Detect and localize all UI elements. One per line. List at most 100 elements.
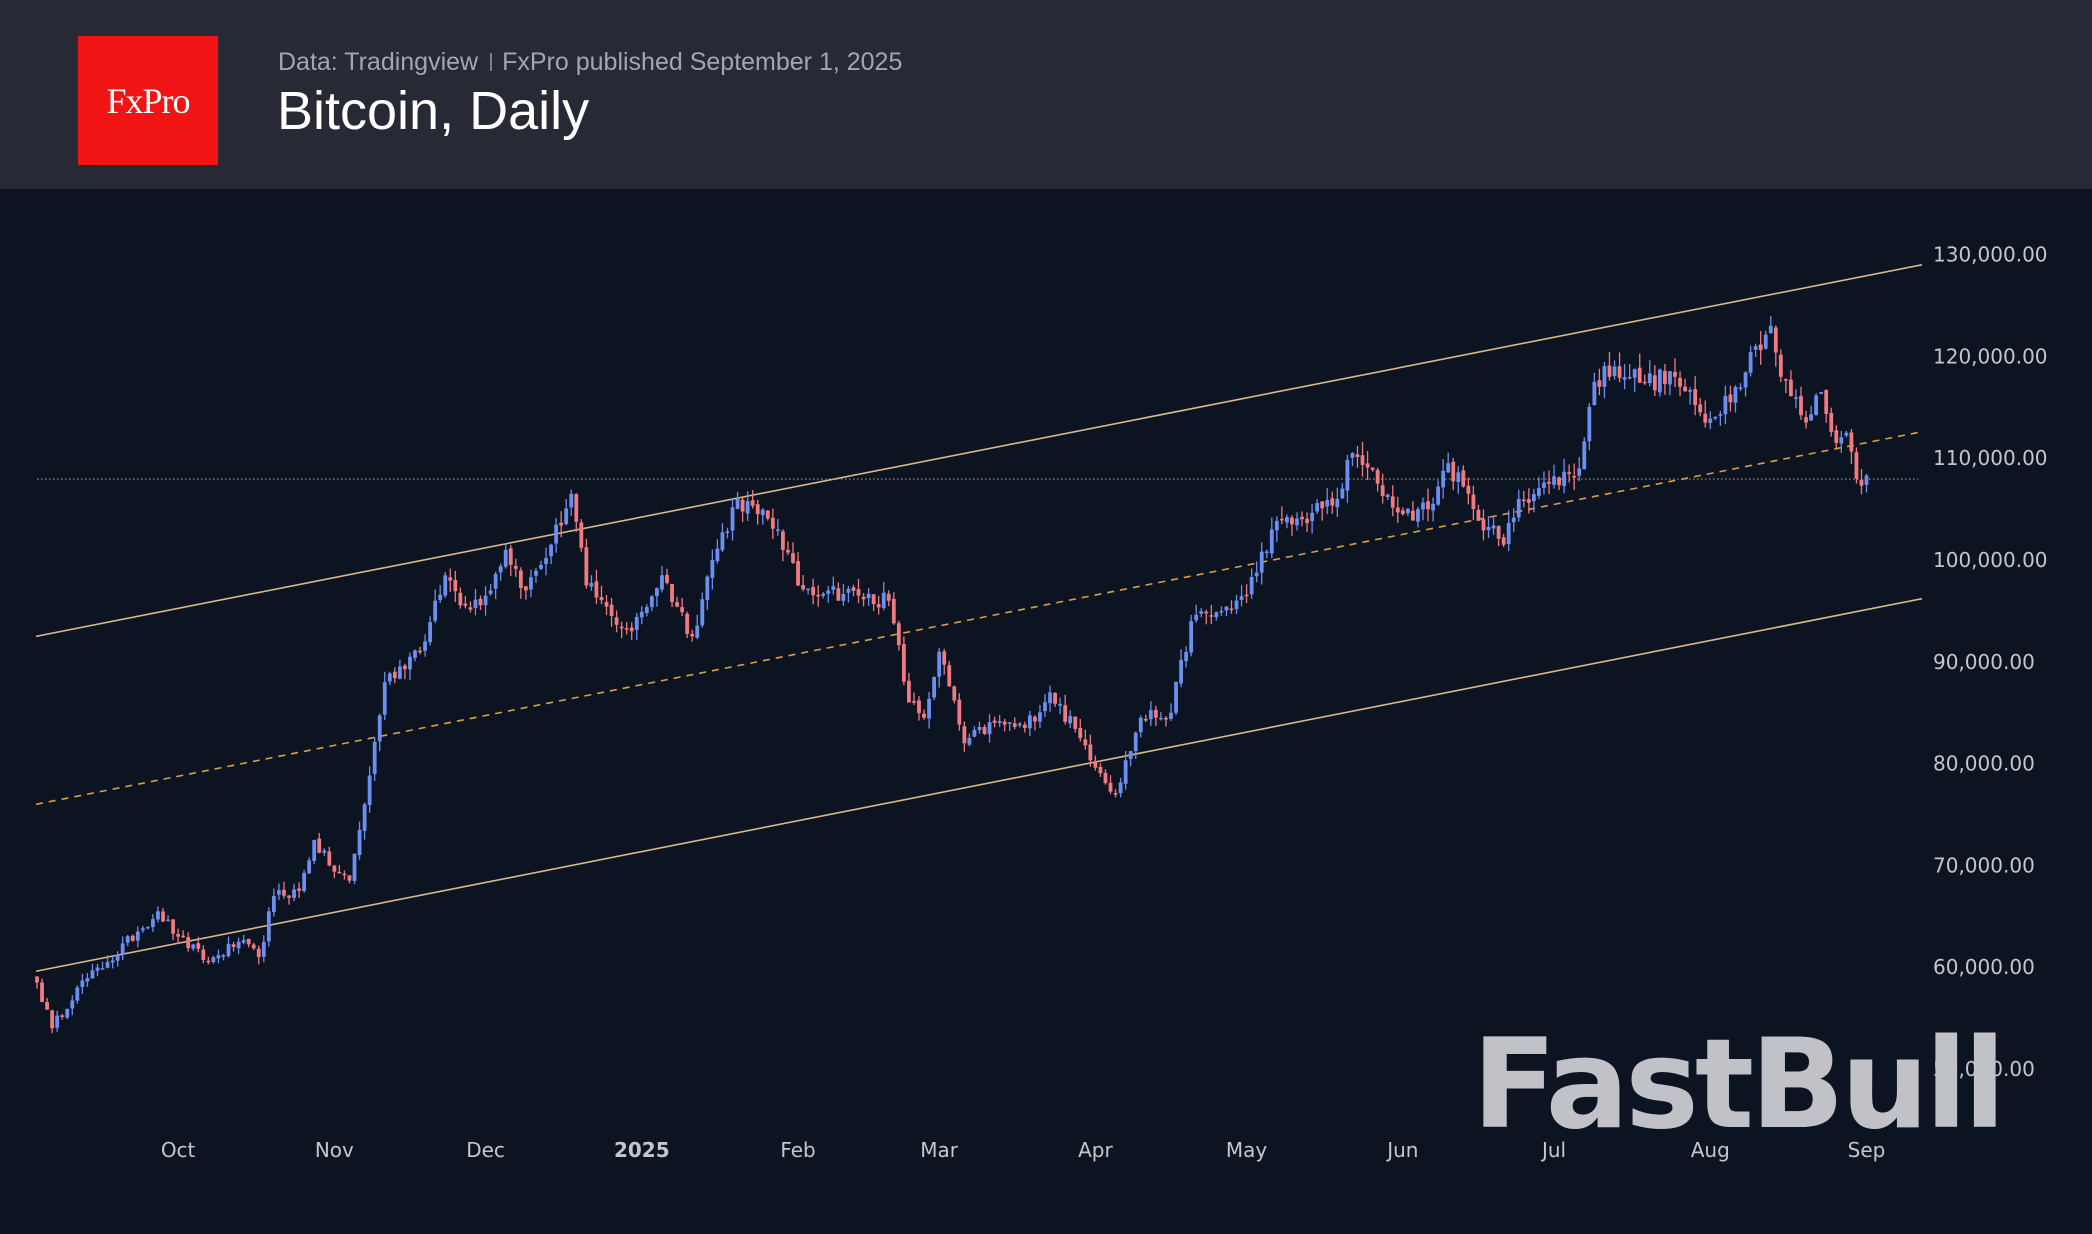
candle-body <box>1466 485 1471 494</box>
candle-body <box>1310 512 1315 522</box>
candle-body <box>105 962 110 968</box>
candle-body <box>589 583 594 587</box>
candle-body <box>997 721 1002 723</box>
fxpro-logo: FxPro <box>78 36 218 165</box>
y-tick-label: 90,000.00 <box>1933 650 2035 674</box>
candle-body <box>1189 621 1194 653</box>
candle-body <box>473 599 478 608</box>
candle-body <box>1647 373 1652 384</box>
candle-body <box>1809 414 1813 421</box>
candle-body <box>801 585 805 590</box>
candle-body <box>584 547 589 586</box>
candle-body <box>201 949 206 961</box>
candle-body <box>1799 396 1803 416</box>
y-tick-label: 80,000.00 <box>1933 752 2035 776</box>
y-tick-label: 50,000.00 <box>1933 1057 2035 1081</box>
candle-body <box>196 943 201 949</box>
candle-body <box>115 954 120 961</box>
candle-body <box>211 957 216 962</box>
candles <box>35 315 1869 1034</box>
candle-body <box>1416 509 1420 522</box>
chart-subtitle: Data: Tradingview FxPro published Septemb… <box>278 48 902 77</box>
candle-body <box>917 700 921 714</box>
candle-body <box>594 581 599 598</box>
candle-body <box>1254 572 1259 577</box>
candle-body <box>1290 517 1294 525</box>
candle-body <box>781 531 785 550</box>
candle-body <box>644 607 649 614</box>
candle-body <box>327 851 332 866</box>
x-tick-label: Mar <box>920 1138 959 1162</box>
candle-body <box>1300 516 1304 520</box>
candle-body <box>1693 389 1698 406</box>
candle-body <box>145 926 150 929</box>
candle-body <box>735 498 740 509</box>
candle-body <box>342 873 347 876</box>
candle-body <box>125 936 130 943</box>
candle-body <box>1446 463 1451 473</box>
candle-body <box>1033 716 1037 722</box>
candle-body <box>569 493 574 508</box>
x-tick-label: Nov <box>315 1138 354 1162</box>
candle-body <box>1673 371 1677 377</box>
candle-body <box>166 919 170 922</box>
candle-body <box>670 583 674 603</box>
candle-body <box>1224 606 1229 611</box>
candle-body <box>1365 463 1370 468</box>
candle-body <box>1153 709 1158 718</box>
candle-body <box>1506 522 1511 544</box>
candle-body <box>1315 503 1320 512</box>
candle-body <box>1355 454 1360 458</box>
candle-body <box>1713 416 1718 419</box>
candle-body <box>1859 479 1864 486</box>
candle-body <box>982 727 987 734</box>
candle-body <box>352 853 357 881</box>
candle-body <box>1758 344 1763 351</box>
candle-body <box>1340 488 1345 499</box>
x-tick-label: Jun <box>1385 1138 1418 1162</box>
candle-body <box>130 935 135 941</box>
candle-body <box>1481 519 1486 531</box>
candle-body <box>967 737 972 745</box>
candle-body <box>1169 712 1173 719</box>
candle-body <box>1743 372 1748 388</box>
candle-body <box>1390 496 1395 508</box>
candle-body <box>418 650 422 653</box>
candle-body <box>1567 472 1572 475</box>
candle-body <box>1688 389 1693 392</box>
candle-body <box>715 548 720 562</box>
candle-body <box>1612 366 1617 376</box>
candle-body <box>655 588 659 597</box>
candle-body <box>886 593 891 601</box>
candle-body <box>1491 525 1496 529</box>
candle-body <box>135 931 140 941</box>
candle-body <box>1048 692 1052 704</box>
candle-body <box>382 682 387 715</box>
candle-body <box>191 944 196 949</box>
y-tick-label: 130,000.00 <box>1933 243 2048 267</box>
candle-body <box>1426 501 1430 510</box>
candle-body <box>1789 379 1793 397</box>
candle-body <box>665 574 669 583</box>
candle-body <box>1456 472 1461 482</box>
candle-body <box>1148 710 1153 720</box>
candle-body <box>483 595 488 606</box>
candle-body <box>1607 365 1612 377</box>
candle-body <box>549 544 553 557</box>
candle-body <box>1516 498 1521 518</box>
candle-body <box>1133 732 1138 752</box>
candle-body <box>508 548 513 565</box>
candle-body <box>760 509 765 516</box>
candle-body <box>1768 325 1773 333</box>
candle-body <box>826 590 831 594</box>
candle-body <box>1027 715 1032 729</box>
candle-body <box>1572 475 1577 478</box>
candle-body <box>65 1008 70 1018</box>
candle-body <box>1829 412 1834 432</box>
candle-body <box>579 522 584 548</box>
upper-channel-line <box>35 263 1923 638</box>
candle-body <box>266 911 271 942</box>
candle-body <box>1597 380 1602 387</box>
candle-body <box>609 604 614 616</box>
fastbull-watermark: FastBull <box>1472 1013 2002 1157</box>
